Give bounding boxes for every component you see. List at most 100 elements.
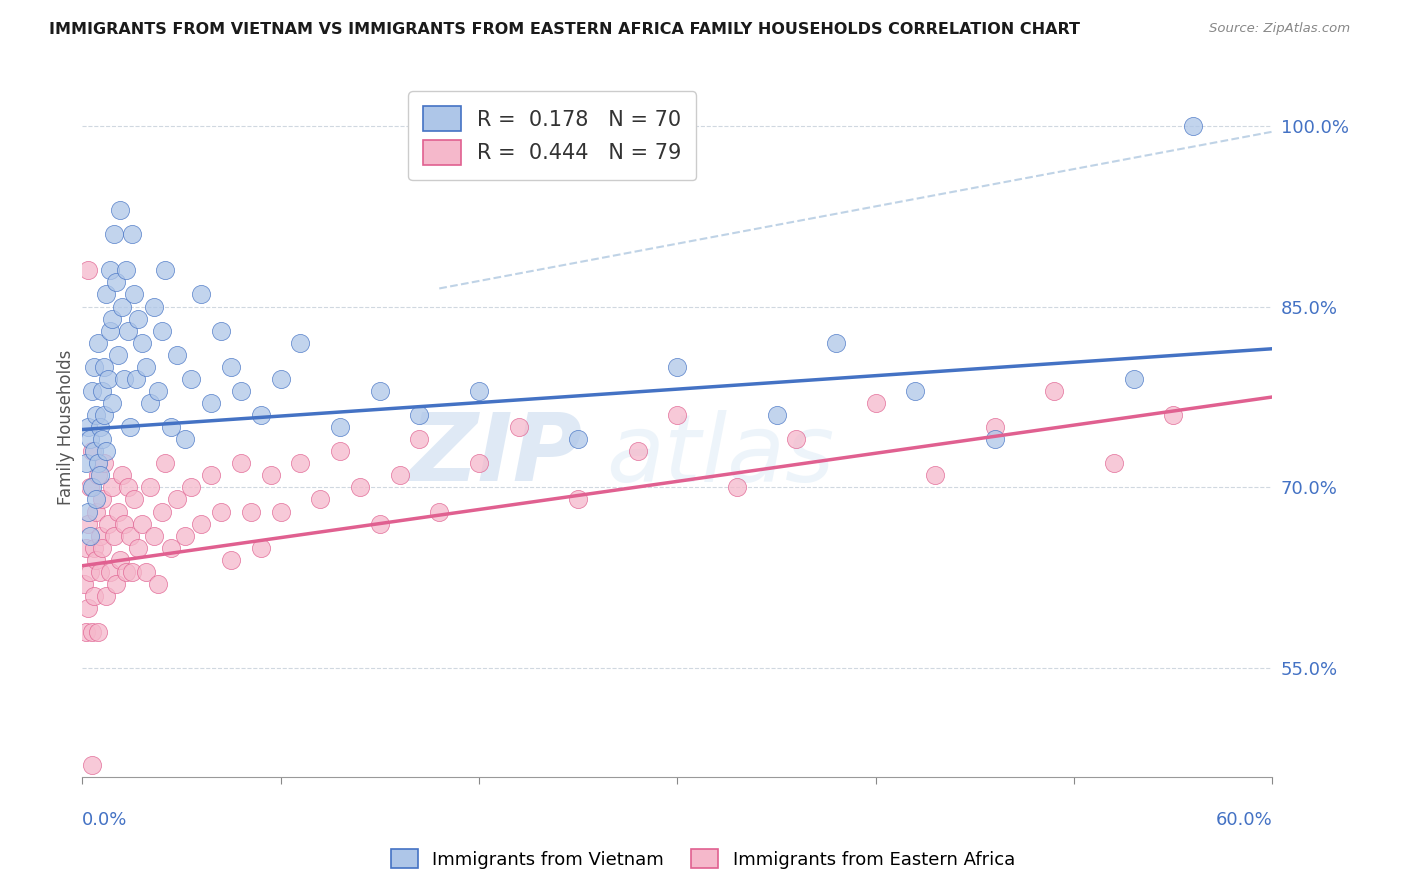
Point [259,468,281,483]
Point [87,625,110,640]
Point [118,420,141,434]
Point [983,432,1005,446]
Point [80,757,103,772]
Point [190,287,212,301]
Point [666,359,689,374]
Point [91,492,114,507]
Point [117,480,139,494]
Point [1182,119,1205,133]
Point [865,396,887,410]
Point [84,408,107,422]
Point [142,300,165,314]
Point [111,300,134,314]
Point [118,528,141,542]
Point [117,324,139,338]
Point [104,276,127,290]
Point [239,504,262,518]
Text: atlas: atlas [606,409,834,500]
Point [127,541,149,555]
Point [249,541,271,555]
Point [150,324,173,338]
Point [155,456,177,470]
Point [80,480,103,494]
Point [89,468,111,483]
Point [166,492,188,507]
Point [270,504,292,518]
Point [368,516,391,531]
Point [180,480,202,494]
Point [103,528,125,542]
Point [79,528,101,542]
Point [146,577,169,591]
Point [427,504,450,518]
Point [75,541,97,555]
Point [388,468,411,483]
Point [180,372,202,386]
Point [97,372,120,386]
Point [127,311,149,326]
Text: 0.0%: 0.0% [82,811,128,829]
Point [329,420,352,434]
Point [101,396,124,410]
Point [138,480,160,494]
Point [98,324,121,338]
Point [125,372,148,386]
Point [155,263,177,277]
Point [408,432,430,446]
Point [83,589,105,603]
Point [508,420,530,434]
Point [107,504,129,518]
Point [77,263,100,277]
Point [825,335,848,350]
Point [104,577,127,591]
Point [91,432,114,446]
Point [174,432,197,446]
Point [97,516,120,531]
Point [142,528,165,542]
Point [904,384,927,398]
Point [983,420,1005,434]
Point [174,528,197,542]
Point [408,408,430,422]
Point [122,287,145,301]
Point [89,565,111,579]
Point [290,456,312,470]
Point [75,456,97,470]
Text: Source: ZipAtlas.com: Source: ZipAtlas.com [1209,22,1350,36]
Point [121,565,143,579]
Point [114,263,136,277]
Point [94,444,117,458]
Point [135,565,157,579]
Point [75,625,97,640]
Point [468,456,491,470]
Point [112,372,135,386]
Point [83,359,105,374]
Point [77,420,100,434]
Point [209,324,232,338]
Point [84,492,107,507]
Point [87,456,110,470]
Point [89,420,111,434]
Point [725,480,748,494]
Point [101,311,124,326]
Point [79,432,101,446]
Point [101,480,124,494]
Point [160,541,183,555]
Point [166,348,188,362]
Point [567,432,589,446]
Point [80,384,103,398]
Point [89,528,111,542]
Point [666,408,689,422]
Point [229,456,252,470]
Y-axis label: Family Households: Family Households [58,350,75,505]
Point [73,577,96,591]
Point [108,553,131,567]
Point [107,348,129,362]
Point [200,396,222,410]
Point [87,335,110,350]
Point [1122,372,1144,386]
Point [93,359,115,374]
Point [103,227,125,242]
Text: 60.0%: 60.0% [1216,811,1272,829]
Point [93,408,115,422]
